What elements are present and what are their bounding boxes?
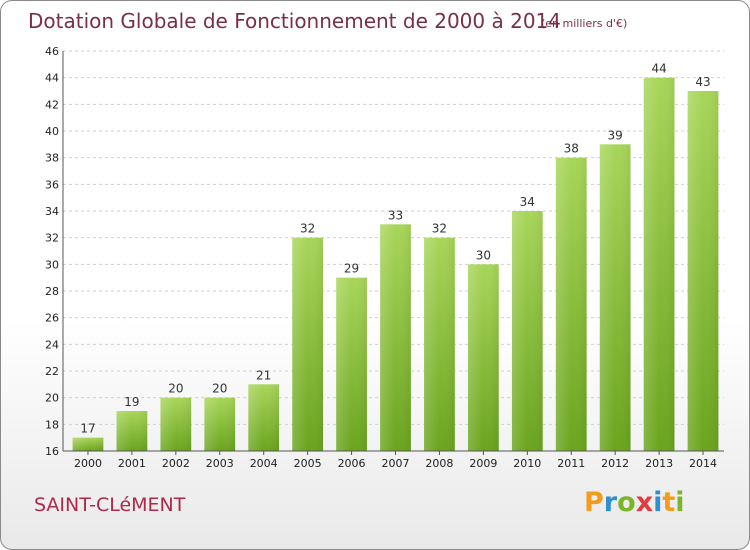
bar-value-label: 43 [695,75,710,89]
y-tick-label: 44 [45,72,59,85]
bar-value-label: 32 [300,222,315,236]
x-tick-label: 2007 [382,457,410,470]
bar-shine [380,224,411,451]
y-tick-label: 32 [45,232,59,245]
bar-shine [643,77,675,452]
logo-letter: x [635,487,654,518]
y-tick-label: 30 [45,258,59,271]
logo-letter: P [584,487,604,518]
x-tick-label: 2012 [601,457,629,470]
commune-name: SAINT-CLéMENT [34,494,186,516]
y-tick-label: 36 [45,178,59,191]
x-tick-label: 2005 [294,457,322,470]
x-tick-label: 2011 [557,457,585,470]
y-tick-label: 28 [45,285,59,298]
bar-value-label: 17 [80,422,95,436]
bar-value-label: 32 [432,222,447,236]
x-tick-label: 2002 [162,457,190,470]
bar-shine [424,237,455,451]
x-tick-label: 2010 [513,457,541,470]
y-tick-label: 24 [45,338,59,351]
bars: 17 19 20 20 21 32 29 33 32 30 34 38 39 44 43 [72,62,719,452]
logo-letter: t [662,487,676,518]
x-tick-label: 2006 [338,457,366,470]
y-tick-label: 42 [45,98,59,111]
y-tick-label: 22 [45,365,59,378]
bar-shine [336,277,367,451]
y-tick-label: 46 [45,45,59,58]
bar-value-label: 34 [520,195,535,209]
bar-shine [467,264,499,451]
bar-value-label: 33 [388,208,403,222]
bar-shine [687,91,719,451]
y-tick-label: 34 [45,205,59,218]
bar-shine [248,384,280,451]
axes: 16 18 20 22 24 26 28 30 32 34 36 38 40 42 44 46 2000 2001… [45,45,724,470]
chart-title: Dotation Globale de Fonctionnement de 20… [28,9,561,33]
bar-value-label: 21 [256,368,271,382]
logo-letter: o [617,487,636,518]
chart-unit: (en milliers d'€) [541,17,628,30]
bar-shine [160,397,192,451]
y-tick-label: 20 [45,392,59,405]
bar-shine [72,437,104,451]
bar-value-label: 29 [344,262,359,276]
x-tick-label: 2003 [206,457,234,470]
logo-letter: r [603,487,618,518]
bar-value-label: 39 [608,128,623,142]
y-tick-label: 26 [45,312,59,325]
bar-shine [292,237,324,451]
x-tick-label: 2009 [469,457,497,470]
bar-shine [511,211,543,451]
bar-value-label: 30 [476,248,491,262]
bar-shine [555,157,587,451]
y-tick-label: 18 [45,418,59,431]
bar-value-label: 20 [212,382,227,396]
x-tick-label: 2001 [118,457,146,470]
y-tick-label: 40 [45,125,59,138]
y-tick-label: 38 [45,152,59,165]
x-tick-label: 2013 [645,457,673,470]
bar-value-label: 44 [651,62,666,76]
bar-value-label: 20 [168,382,183,396]
logo-letter: i [653,487,663,518]
bar-shine [116,411,148,451]
bar-value-label: 19 [124,395,139,409]
proxiti-logo: Proxiti [584,487,685,518]
bar-shine [599,144,631,452]
x-tick-label: 2000 [74,457,102,470]
bar-shine [204,397,236,451]
bar-value-label: 38 [564,142,579,156]
x-tick-label: 2004 [250,457,278,470]
y-tick-label: 16 [45,445,59,458]
x-tick-label: 2014 [689,457,717,470]
x-tick-label: 2008 [425,457,453,470]
logo-letter: i [675,487,685,518]
